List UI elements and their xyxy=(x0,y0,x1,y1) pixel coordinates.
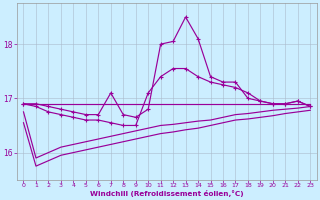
X-axis label: Windchill (Refroidissement éolien,°C): Windchill (Refroidissement éolien,°C) xyxy=(90,190,244,197)
